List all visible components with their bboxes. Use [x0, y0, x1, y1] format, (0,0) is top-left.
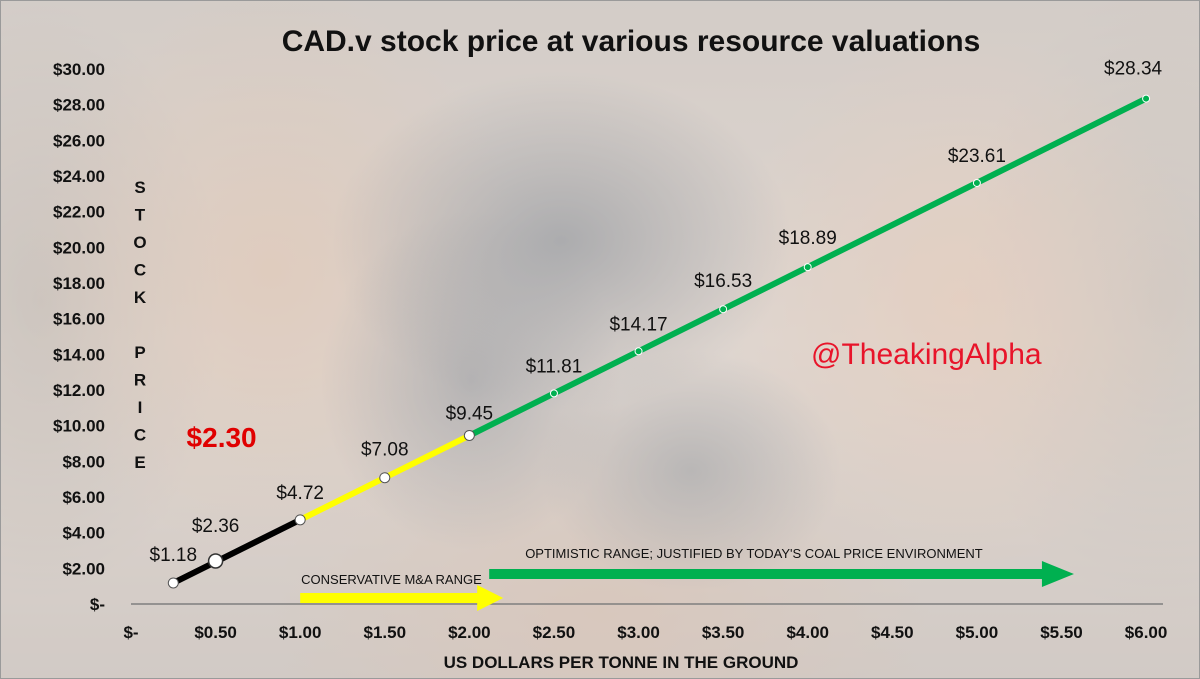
data-label: $28.34: [1104, 59, 1163, 80]
y-tick-label: $14.00: [53, 345, 105, 364]
y-axis-label-letter: P: [134, 343, 145, 362]
y-tick-label: $18.00: [53, 274, 105, 293]
range-annotations: CONSERVATIVE M&A RANGE OPTIMISTIC RANGE; …: [300, 546, 1074, 611]
y-tick-labels: $- $2.00 $4.00 $6.00 $8.00 $10.00 $12.00 $14.00…: [53, 60, 105, 614]
x-tick-label: $1.50: [363, 623, 406, 642]
y-tick-label: $4.00: [62, 524, 105, 543]
data-labels: $1.18 $2.36 $4.72 $7.08 $9.45 $11.81 $14.17 $16…: [150, 59, 1163, 566]
y-tick-label: $26.00: [53, 131, 105, 150]
y-tick-label: $30.00: [53, 60, 105, 79]
data-label: $23.61: [948, 146, 1006, 167]
x-axis-label: US DOLLARS PER TONNE IN THE GROUND: [444, 653, 799, 672]
data-point: [803, 263, 812, 272]
data-label: $11.81: [526, 356, 583, 377]
y-axis-label-letter: R: [134, 371, 146, 390]
y-tick-label: $10.00: [53, 417, 105, 436]
y-tick-label: $2.00: [62, 559, 105, 578]
data-point: [294, 514, 306, 526]
optimistic-range-arrow-head: [1041, 561, 1074, 587]
x-tick-label: $3.00: [617, 623, 660, 642]
data-label: $1.18: [150, 545, 198, 566]
current-price-marker: [207, 553, 224, 569]
y-tick-label: $22.00: [53, 203, 105, 222]
y-tick-label: $12.00: [53, 381, 105, 400]
y-tick-label: $-: [90, 595, 105, 614]
data-point: [634, 347, 643, 356]
watermark-handle: @TheakingAlpha: [811, 338, 1042, 371]
x-tick-label: $3.50: [702, 623, 745, 642]
x-tick-label: $5.50: [1040, 623, 1083, 642]
y-axis-label-letter: S: [134, 178, 145, 197]
data-label: $2.36: [192, 516, 240, 537]
data-point: [167, 577, 179, 589]
y-axis-label-letter: C: [134, 261, 146, 280]
data-point: [1142, 94, 1151, 103]
y-axis-label-letter: E: [134, 453, 145, 472]
y-tick-label: $16.00: [53, 310, 105, 329]
x-tick-labels: $- $0.50 $1.00 $1.50 $2.00 $2.50 $3.00 $3.50 $4.…: [123, 623, 1167, 642]
y-axis-label-letter: C: [134, 426, 146, 445]
data-points: [167, 94, 1151, 589]
x-tick-label: $1.00: [279, 623, 322, 642]
y-tick-label: $24.00: [53, 167, 105, 186]
x-tick-label: $0.50: [194, 623, 237, 642]
y-axis-label-letter: T: [135, 206, 146, 225]
x-tick-label: $5.00: [956, 623, 999, 642]
data-label: $16.53: [694, 271, 752, 292]
x-tick-label: $6.00: [1125, 623, 1168, 642]
data-point: [719, 305, 728, 314]
conservative-range-arrow-head: [477, 585, 504, 611]
data-label: $7.08: [361, 440, 409, 461]
chart-title: CAD.v stock price at various resource va…: [282, 25, 981, 58]
line-segment-black: [171, 517, 302, 586]
y-tick-label: $8.00: [62, 452, 105, 471]
data-point: [379, 472, 391, 484]
x-tick-label: $4.50: [871, 623, 914, 642]
data-label: $18.89: [779, 228, 837, 249]
data-label: $4.72: [276, 483, 324, 504]
x-tick-label: $2.00: [448, 623, 491, 642]
y-tick-label: $20.00: [53, 238, 105, 257]
current-price-label: $2.30: [187, 422, 257, 453]
x-tick-label: $4.00: [786, 623, 829, 642]
y-axis-label-letter: K: [134, 288, 147, 307]
y-tick-label: $6.00: [62, 488, 105, 507]
y-tick-label: $28.00: [53, 96, 105, 115]
y-axis-label-letter: I: [138, 398, 143, 417]
conservative-range-label: CONSERVATIVE M&A RANGE: [301, 572, 482, 587]
optimistic-range-label: OPTIMISTIC RANGE; JUSTIFIED BY TODAY'S C…: [525, 546, 983, 561]
data-point: [549, 389, 558, 398]
data-point: [972, 178, 981, 187]
x-tick-label: $-: [123, 623, 138, 642]
x-tick-label: $2.50: [533, 623, 576, 642]
y-axis-label-letter: O: [133, 233, 146, 252]
data-label: $14.17: [609, 314, 667, 335]
data-point: [463, 429, 475, 441]
data-label: $9.45: [446, 403, 494, 424]
